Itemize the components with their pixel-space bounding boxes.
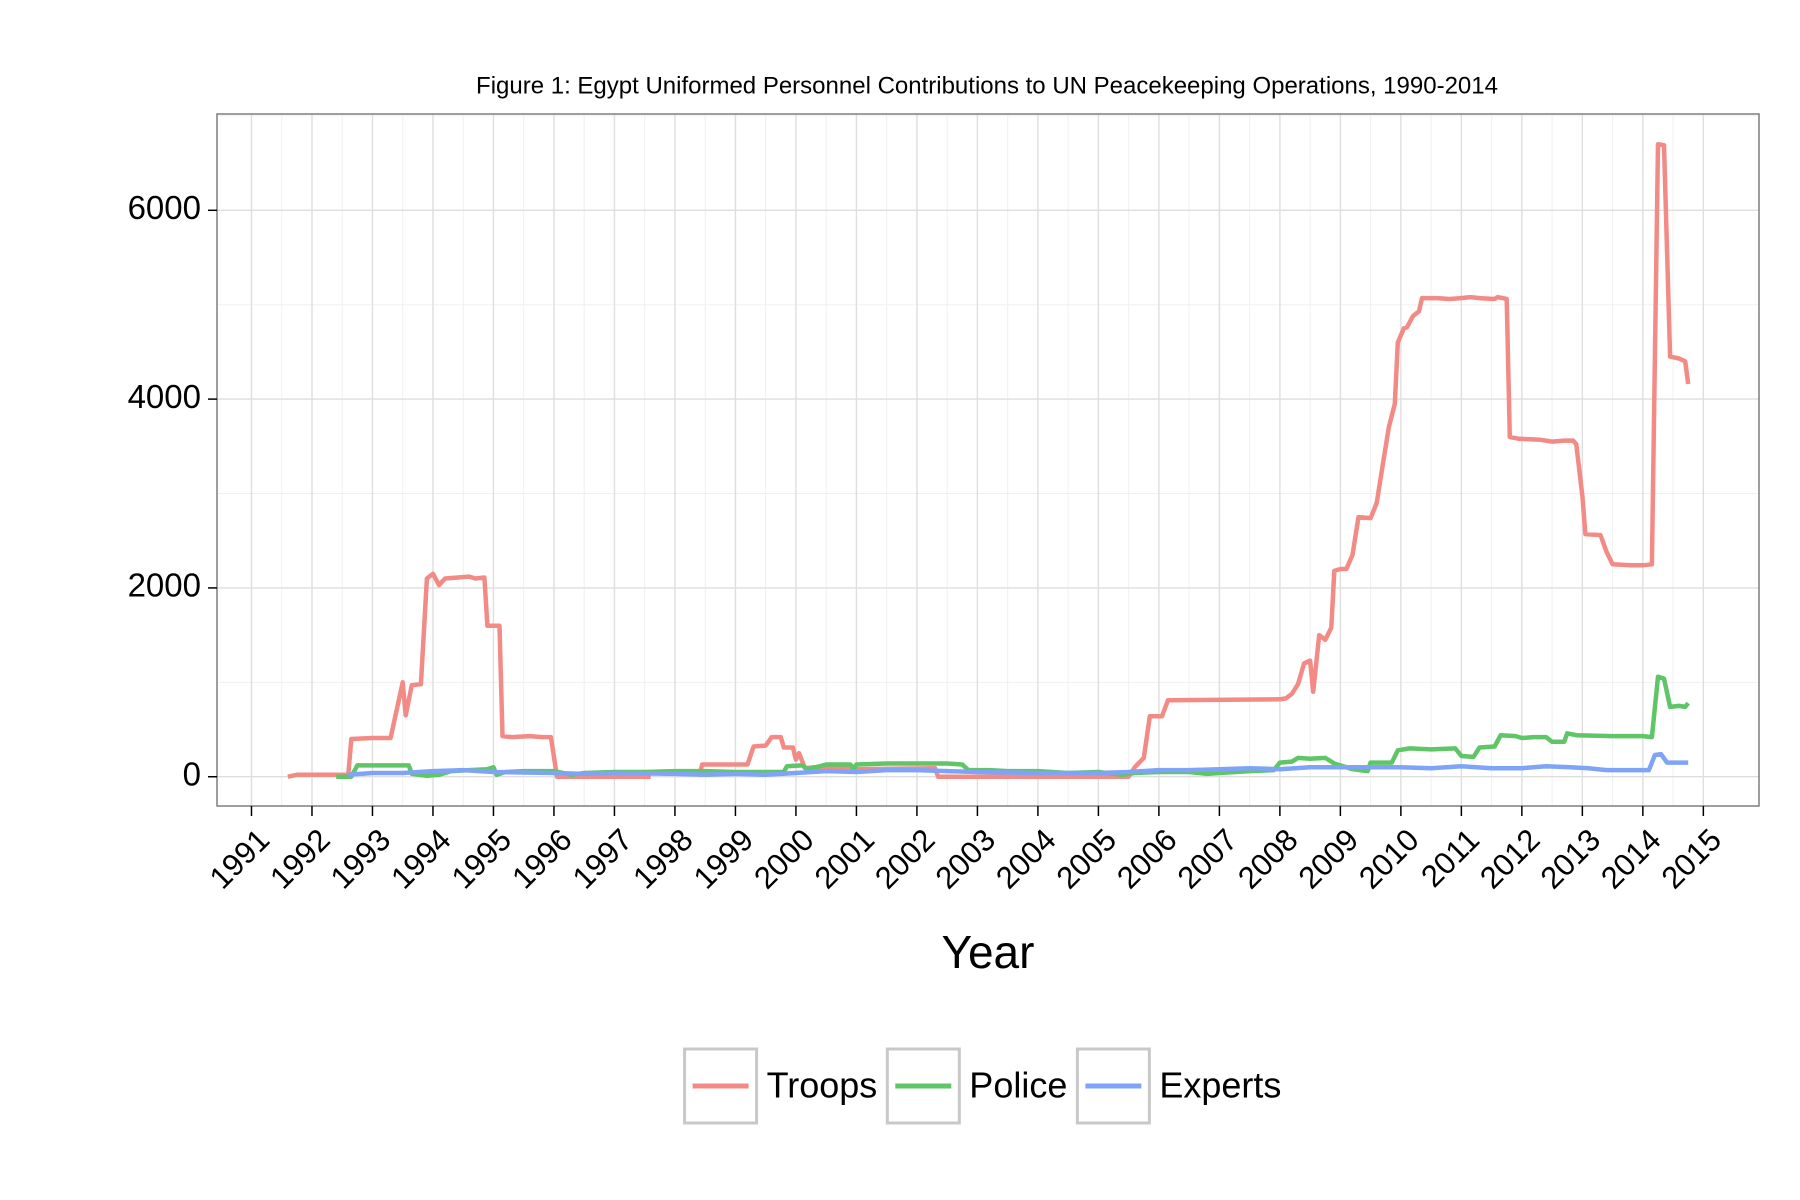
legend-item: Troops <box>683 1047 878 1125</box>
legend-label: Police <box>969 1065 1067 1106</box>
legend-label: Experts <box>1159 1065 1281 1106</box>
legend-item: Experts <box>1075 1047 1281 1125</box>
y-tick-label: 4000 <box>128 378 201 415</box>
plot-frame <box>216 113 1760 807</box>
legend-label: Troops <box>767 1065 878 1106</box>
lines <box>287 141 1691 779</box>
series-line <box>348 751 1689 778</box>
y-tick-label: 2000 <box>128 567 201 604</box>
grid <box>217 114 1759 806</box>
y-tick-label: 0 <box>183 755 201 792</box>
y-tick-label: 6000 <box>128 189 201 226</box>
series-line <box>287 141 1691 779</box>
x-axis-title: Year <box>942 926 1035 978</box>
chart-title: Figure 1: Egypt Uniformed Personnel Cont… <box>476 72 1498 99</box>
legend: Troops Police Experts <box>683 1047 1281 1125</box>
legend-item: Police <box>885 1047 1067 1125</box>
